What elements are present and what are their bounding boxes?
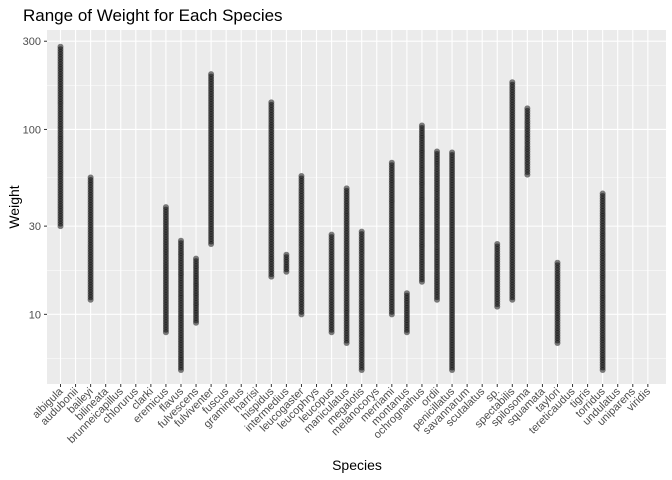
data-point [358, 366, 365, 373]
data-point [434, 296, 440, 303]
data-point [418, 278, 425, 285]
data-point [403, 329, 410, 336]
y-tick-label: 300 [23, 36, 41, 48]
y-tick-label: 30 [29, 221, 41, 233]
y-tick-label: 100 [23, 124, 41, 136]
x-axis: albigulaauduboniibaileyibilineatabrunnei… [30, 384, 653, 446]
data-point [554, 339, 561, 346]
y-axis-title: Weight [6, 185, 22, 228]
plot-panel [47, 30, 666, 384]
data-point [298, 311, 305, 318]
data-point [343, 339, 350, 346]
data-point [87, 296, 94, 303]
data-points [57, 43, 606, 373]
chart-title: Range of Weight for Each Species [23, 6, 283, 25]
y-tick-label: 10 [29, 309, 41, 321]
data-point [208, 241, 215, 248]
y-axis: 10 30 100 300 [23, 36, 47, 321]
data-point [328, 329, 335, 336]
x-axis-title: Species [332, 457, 382, 473]
data-point [388, 311, 395, 318]
data-point [494, 303, 501, 310]
data-point [177, 366, 184, 373]
data-point [193, 319, 200, 326]
data-point [599, 366, 606, 373]
data-point [57, 223, 64, 230]
data-point [509, 296, 516, 303]
data-point [268, 273, 275, 280]
data-point [283, 268, 290, 275]
data-point [524, 171, 531, 178]
data-point [162, 329, 169, 336]
data-point [449, 366, 456, 373]
